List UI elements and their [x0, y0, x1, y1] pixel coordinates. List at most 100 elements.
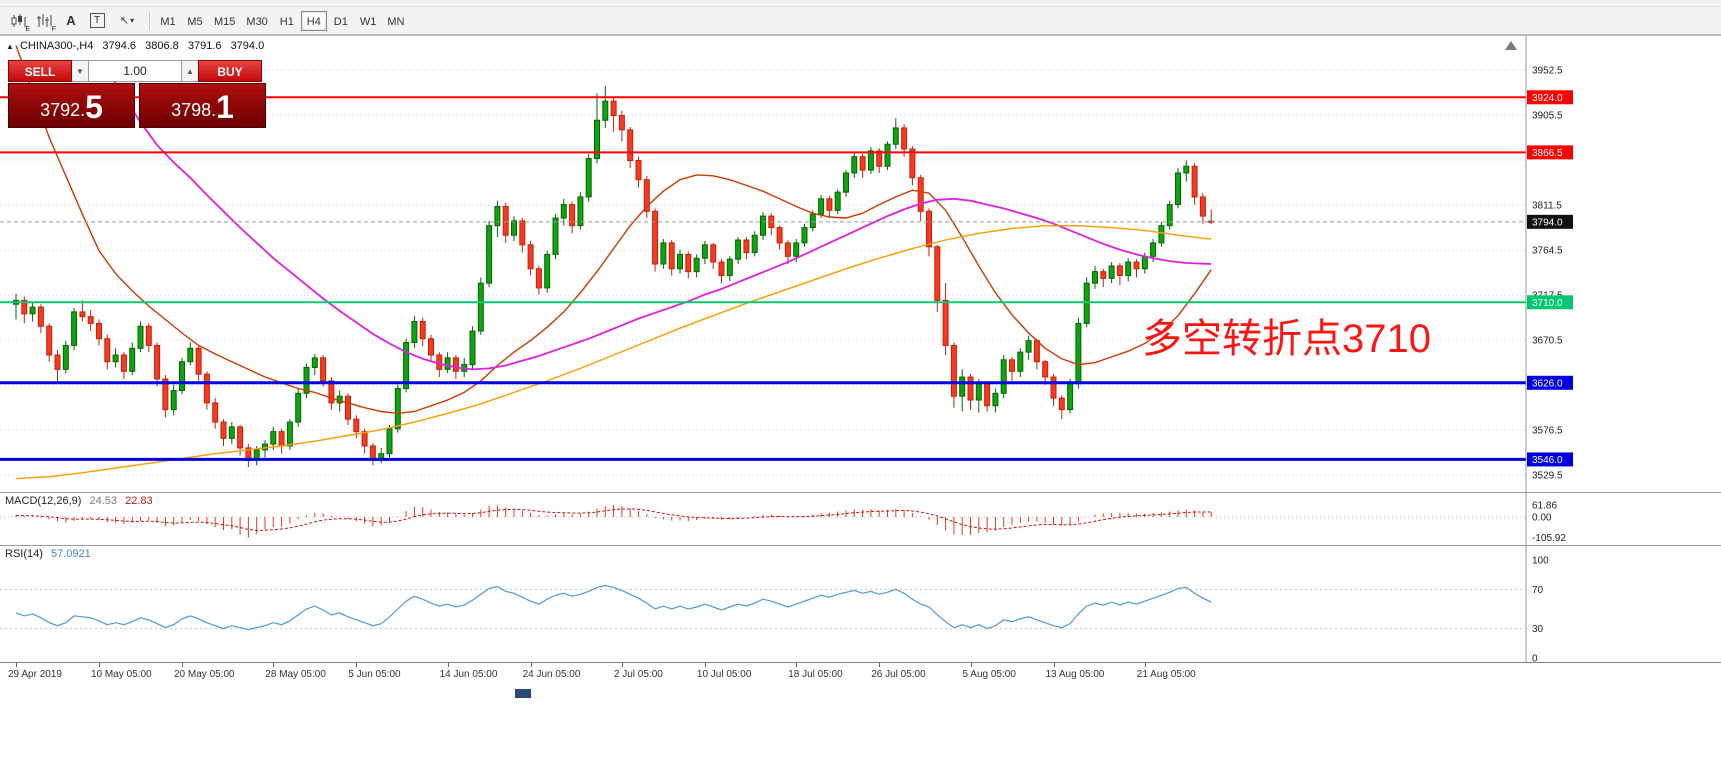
ohlc-high: 3806.8 — [145, 40, 179, 52]
tool-sub-label: E — [25, 25, 30, 33]
svg-text:3529.5: 3529.5 — [1532, 471, 1563, 482]
bar-chart-glyph — [37, 13, 52, 27]
text-tool-button[interactable]: A — [58, 10, 84, 32]
time-tick — [970, 663, 972, 667]
symbol-name: CHINA300-,H4 — [19, 40, 94, 52]
svg-text:0: 0 — [1532, 654, 1538, 663]
cursor-icon: ↖ — [119, 15, 130, 27]
date-label: 10 Jul 05:00 — [696, 669, 752, 680]
date-label: 14 Jun 05:00 — [439, 669, 498, 680]
date-label: 21 Aug 05:00 — [1136, 669, 1196, 680]
time-axis[interactable]: 29 Apr 2019 10 May 05:00 20 May 05:00 28 Ma… — [0, 662, 1721, 684]
timeframe-button-h1[interactable]: H1 — [279, 15, 294, 28]
svg-text:3924.0: 3924.0 — [1532, 93, 1563, 104]
date-label: 2 Jul 05:00 — [613, 669, 663, 680]
cursor-tool-button[interactable]: ↖ ▾ — [110, 10, 144, 32]
one-click-trading-panel: SELL ▼ ▲ BUY 3792. 5 3798. 1 — [8, 60, 266, 128]
macd-indicator-panel[interactable]: 61.86 0.00 -105.92 MACD(12,26,9) 24.53 22.… — [0, 492, 1721, 545]
timeframe-button-mn[interactable]: MN — [387, 15, 405, 28]
rsi-indicator-panel[interactable]: 100 70 30 0 RSI(14) 57.0921 — [0, 545, 1721, 662]
svg-text:-105.92: -105.92 — [1532, 533, 1566, 544]
date-label: 29 Apr 2019 — [8, 669, 62, 680]
ohlc-close: 3794.0 — [230, 40, 265, 52]
time-tick — [182, 663, 183, 667]
macd-chart[interactable]: 61.860.00 -105.92 — [0, 492, 1721, 545]
volume-increase-button[interactable]: ▲ — [182, 60, 198, 82]
timeframe-button-m15[interactable]: M15 — [214, 15, 236, 28]
svg-text:3952.5: 3952.5 — [1532, 65, 1563, 76]
candlestick-chart-icon[interactable]: E — [6, 10, 32, 33]
svg-text:3710.0: 3710.0 — [1532, 298, 1563, 309]
svg-text:3576.5: 3576.5 — [1532, 426, 1563, 437]
svg-text:3811.5: 3811.5 — [1532, 201, 1562, 212]
svg-text:3794.0: 3794.0 — [1532, 217, 1563, 228]
timeframe-button-d1[interactable]: D1 — [333, 15, 348, 28]
time-tick — [447, 663, 449, 667]
time-tick — [704, 663, 706, 667]
rsi-chart[interactable]: 100 70 30 0 — [0, 545, 1721, 662]
time-tick — [1053, 663, 1055, 667]
label-tool-icon: T — [89, 13, 105, 28]
svg-text:3670.5: 3670.5 — [1532, 336, 1563, 347]
ohlc-low: 3791.6 — [187, 40, 222, 52]
svg-text:3764.5: 3764.5 — [1532, 246, 1563, 257]
main-chart-panel[interactable]: 3952.53905.53811.53764.53717.53670.53576… — [0, 35, 1721, 492]
bar-chart-icon[interactable]: F — [32, 10, 58, 33]
volume-input[interactable] — [88, 60, 182, 82]
svg-text:0.00: 0.00 — [1532, 513, 1552, 524]
timeframe-button-h4[interactable]: H4 — [300, 10, 327, 31]
macd-main-value: 24.53 — [89, 495, 118, 507]
chevron-down-icon: ▾ — [130, 16, 135, 25]
time-tick — [796, 663, 798, 667]
window-edge-artifact — [515, 689, 531, 698]
candlestick-chart[interactable]: 3952.53905.53811.53764.53717.53670.53576… — [0, 35, 1721, 492]
time-tick — [1144, 663, 1146, 667]
tool-sub-label: F — [51, 25, 56, 33]
menu-bar-sliver — [0, 0, 1721, 7]
rsi-value: 57.0921 — [50, 548, 91, 560]
timeframe-toolbar: M1 M5 M15 M30 H1 H4 D1 W1 MN — [155, 10, 409, 31]
sell-button[interactable]: SELL — [8, 60, 72, 82]
date-label: 5 Jun 05:00 — [348, 669, 401, 680]
date-label: 5 Aug 05:00 — [962, 669, 1016, 680]
date-label: 13 Aug 05:00 — [1045, 669, 1105, 680]
time-tick — [16, 663, 17, 667]
symbol-header: ▲ CHINA300-,H4 3794.6 3806.8 3791.6 3794… — [6, 40, 270, 52]
svg-text:61.86: 61.86 — [1532, 501, 1557, 512]
date-label: 28 May 05:00 — [265, 669, 326, 680]
time-tick — [99, 663, 100, 667]
volume-decrease-button[interactable]: ▼ — [72, 60, 88, 82]
rsi-label: RSI(14) 57.0921 — [5, 548, 91, 560]
date-label: 24 Jun 05:00 — [522, 669, 581, 680]
candlestick-glyph — [11, 13, 26, 27]
macd-label: MACD(12,26,9) 24.53 22.83 — [5, 495, 153, 507]
svg-text:3866.5: 3866.5 — [1532, 148, 1563, 159]
time-tick — [530, 663, 532, 667]
time-tick — [273, 663, 275, 667]
buy-button[interactable]: BUY — [198, 60, 262, 82]
rsi-title: RSI(14) — [5, 548, 43, 560]
timeframe-button-m30[interactable]: M30 — [246, 15, 268, 28]
time-tick — [621, 663, 623, 667]
date-label: 26 Jul 05:00 — [871, 669, 926, 680]
sell-price-small: 3792. — [40, 100, 86, 120]
sell-price-display[interactable]: 3792. 5 — [8, 83, 135, 128]
time-tick — [356, 663, 358, 667]
timeframe-button-w1[interactable]: W1 — [359, 15, 377, 28]
svg-text:3626.0: 3626.0 — [1532, 378, 1563, 389]
buy-price-display[interactable]: 3798. 1 — [139, 83, 266, 128]
svg-text:3905.5: 3905.5 — [1532, 110, 1563, 121]
date-label: 20 May 05:00 — [174, 669, 235, 680]
text-tool-icon: A — [66, 13, 76, 28]
bottom-area — [0, 684, 1721, 757]
time-tick — [879, 663, 881, 667]
label-tool-button[interactable]: T — [84, 10, 110, 32]
macd-signal-value: 22.83 — [125, 495, 153, 507]
date-label: 10 May 05:00 — [91, 669, 152, 680]
timeframe-button-m1[interactable]: M1 — [160, 15, 176, 28]
ohlc-open: 3794.6 — [102, 40, 137, 52]
toolbar-separator — [149, 11, 150, 30]
timeframe-button-m5[interactable]: M5 — [187, 15, 203, 28]
sell-price-large: 5 — [85, 89, 103, 125]
main-toolbar: E F A T ↖ ▾ M1 M5 M15 M30 H1 H4 D1 W1 MN — [0, 7, 1721, 35]
